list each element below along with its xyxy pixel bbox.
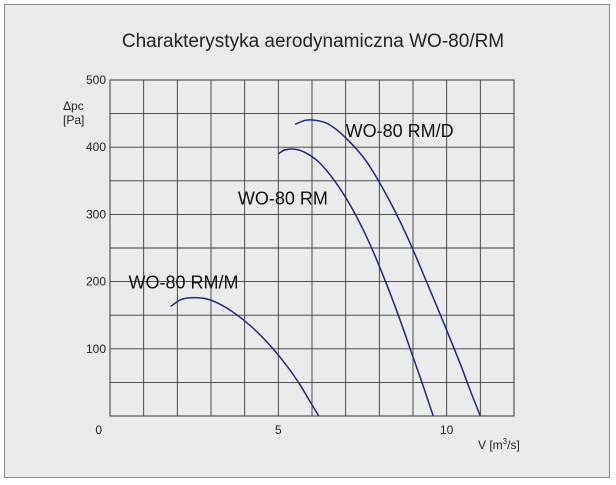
series-line-3 <box>294 119 482 417</box>
series-label-3: WO-80 RM/D <box>346 121 454 141</box>
y-tick-label: 300 <box>86 207 106 221</box>
series-line-2 <box>277 148 434 417</box>
y-tick-label: 500 <box>86 73 106 87</box>
x-axis-label-main: V [m <box>478 438 503 452</box>
x-tick-label: 5 <box>275 423 282 437</box>
x-tick-label: 10 <box>440 423 454 437</box>
series-line-1 <box>170 296 320 417</box>
tick-labels: 0 5 10 100 200 300 400 500 <box>86 73 454 437</box>
y-axis-label-line1: Δpc <box>63 99 84 113</box>
y-tick-label: 200 <box>86 275 106 289</box>
x-axis-label: V [m3/s] <box>478 437 520 452</box>
chart-title: Charakterystyka aerodynamiczna WO-80/RM <box>122 31 504 52</box>
y-axis-label-line2: [Pa] <box>63 113 84 127</box>
x-axis-label-sup: 3 <box>503 437 508 446</box>
series-label-1: WO-80 RM/M <box>129 272 239 292</box>
y-tick-label: 100 <box>86 342 106 356</box>
grid-lines <box>110 80 514 416</box>
series-group: WO-80 RM/M WO-80 RM WO-80 RM/D <box>129 119 482 417</box>
x-tick-label: 0 <box>95 423 102 437</box>
x-axis-label-end: /s] <box>507 438 520 452</box>
y-tick-label: 400 <box>86 140 106 154</box>
series-label-2: WO-80 RM <box>238 188 328 208</box>
